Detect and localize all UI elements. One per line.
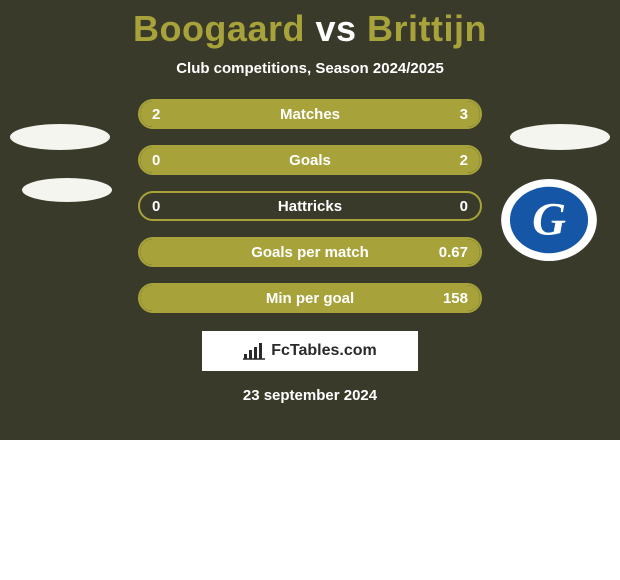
page-title: Boogaard vs Brittijn [0,0,620,50]
stat-left-value: 2 [152,106,160,123]
stat-fill-left [140,101,276,127]
stat-left-value: 0 [152,152,160,169]
stat-label: Goals [289,152,331,169]
stat-right-value: 3 [460,106,468,123]
player-right-name: Brittijn [367,8,487,49]
stat-label: Hattricks [278,198,342,215]
stat-right-value: 158 [443,290,468,307]
stat-row: Min per goal 158 [138,283,482,313]
stat-right-value: 0.67 [439,244,468,261]
right-player-silhouette [510,124,610,150]
fctables-logo: FcTables.com [202,331,418,371]
stat-left-value: 0 [152,198,160,215]
stat-label: Min per goal [266,290,354,307]
stat-label: Matches [280,106,340,123]
ellipse-shape [10,124,110,150]
player-left-name: Boogaard [133,8,305,49]
stat-row: 2 Matches 3 [138,99,482,129]
stat-right-value: 2 [460,152,468,169]
comparison-card: Boogaard vs Brittijn Club competitions, … [0,0,620,440]
stat-row: Goals per match 0.67 [138,237,482,267]
bar-chart-icon [243,342,265,360]
stat-label: Goals per match [251,244,369,261]
stat-row: 0 Hattricks 0 [138,191,482,221]
title-vs: vs [315,8,356,49]
left-player-silhouette [10,124,112,230]
ellipse-shape [22,178,112,202]
logo-text: FcTables.com [271,342,377,360]
club-badge: G DE GRAAFSCHAP [500,178,598,262]
svg-text:G: G [532,194,566,246]
stat-right-value: 0 [460,198,468,215]
stat-row: 0 Goals 2 [138,145,482,175]
date-text: 23 september 2024 [0,387,620,404]
subtitle: Club competitions, Season 2024/2025 [0,60,620,77]
